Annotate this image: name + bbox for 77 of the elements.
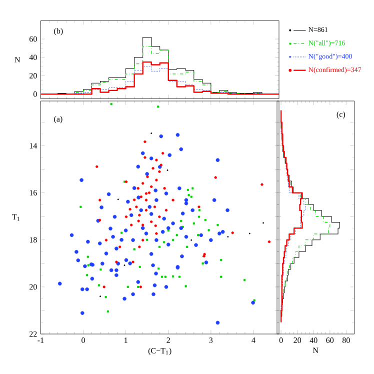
x-tick-label: 0 [279, 338, 283, 343]
point [141, 182, 144, 185]
y-tick-label: 40 [29, 54, 37, 60]
y-tick-label: 20 [30, 284, 37, 290]
point [124, 215, 128, 218]
point [141, 238, 144, 242]
point [132, 260, 134, 264]
point [98, 218, 102, 222]
point [135, 206, 138, 208]
point [161, 152, 164, 155]
x-tick-label: 60 [326, 338, 334, 343]
point [231, 231, 234, 234]
point [138, 214, 141, 216]
x-tick-label: 1 [124, 338, 128, 343]
annotation: (c) [336, 111, 345, 119]
x-tick-label: 2 [166, 338, 170, 343]
point [115, 260, 118, 264]
point [144, 198, 148, 202]
y-tick-label: 14 [30, 143, 38, 148]
point [152, 166, 154, 170]
x-tick-label: 4 [252, 338, 256, 343]
annotation: (b) [54, 28, 63, 36]
point [198, 206, 200, 208]
point [164, 208, 168, 212]
point [155, 158, 158, 162]
x-tick-label: 0 [82, 338, 85, 343]
x-tick-label: 40 [310, 338, 318, 343]
point [102, 286, 106, 288]
point [136, 186, 140, 190]
y-tick-label: 18 [30, 237, 37, 243]
point [203, 252, 206, 256]
y-axis-title: T$_{1}$ [12, 214, 20, 221]
y-tick-label: 20 [30, 73, 37, 78]
point [158, 215, 161, 218]
point [153, 206, 156, 208]
y-tick-label: 0 [33, 91, 37, 97]
point [155, 232, 158, 235]
point [155, 178, 158, 182]
annotation: (a) [54, 116, 62, 124]
x-tick-label: 20 [294, 338, 302, 343]
x-axis-title: N [313, 348, 318, 354]
point [132, 198, 136, 202]
point [268, 240, 271, 244]
point [118, 246, 122, 248]
point [163, 186, 166, 190]
point [144, 208, 148, 212]
point [141, 224, 144, 226]
point [130, 224, 133, 226]
point [140, 195, 142, 198]
point [172, 198, 174, 202]
y-axis-title: N [14, 57, 20, 62]
y-tick-label: 60 [30, 36, 37, 42]
point [160, 164, 162, 166]
y-tick-label: 16 [30, 190, 37, 196]
point [144, 156, 146, 159]
y-tick-label: 22 [30, 331, 37, 337]
point [144, 140, 146, 144]
point [150, 220, 153, 224]
point [104, 238, 108, 242]
x-tick-label: 80 [342, 338, 350, 343]
point [154, 224, 157, 228]
point [144, 192, 148, 195]
x-axis-title: (C−T$_{1}$) [148, 348, 172, 356]
x-tick-label: 3 [209, 338, 213, 343]
x-tick-label: -1 [38, 338, 44, 343]
point [150, 185, 153, 188]
point [214, 176, 217, 179]
point [128, 208, 132, 211]
point [98, 198, 102, 202]
point [139, 286, 142, 288]
point [146, 175, 149, 178]
point [138, 246, 141, 248]
point [158, 170, 161, 173]
point [260, 183, 264, 186]
point [148, 191, 151, 194]
point [96, 165, 98, 168]
point [137, 220, 140, 222]
